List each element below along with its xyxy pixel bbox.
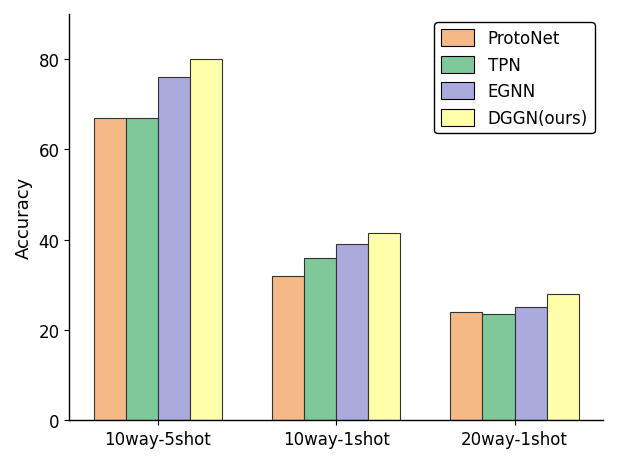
Bar — [304, 258, 336, 420]
Bar — [483, 314, 515, 420]
Bar — [547, 294, 578, 420]
Legend: ProtoNet, TPN, EGNN, DGGN(ours): ProtoNet, TPN, EGNN, DGGN(ours) — [434, 23, 595, 134]
Bar — [94, 119, 125, 420]
Y-axis label: Accuracy: Accuracy — [15, 176, 33, 259]
Bar — [125, 119, 158, 420]
Bar — [272, 276, 304, 420]
Bar — [368, 233, 400, 420]
Bar — [158, 78, 190, 420]
Bar — [451, 312, 483, 420]
Bar — [515, 308, 547, 420]
Bar — [336, 245, 368, 420]
Bar — [190, 60, 222, 420]
